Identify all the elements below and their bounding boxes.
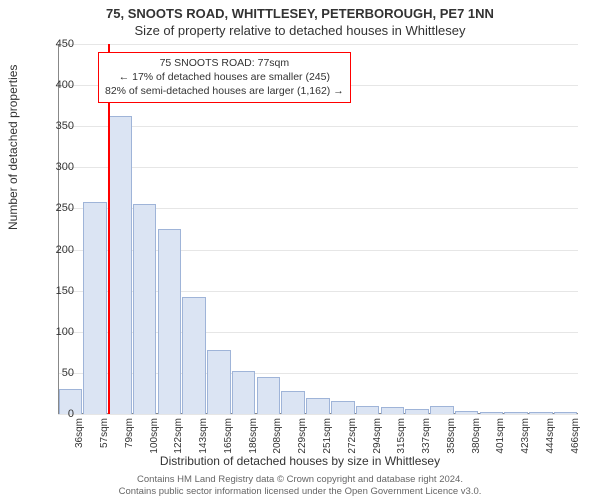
histogram-bar: [381, 407, 405, 414]
histogram-bar: [232, 371, 256, 414]
x-tick-label: 358sqm: [446, 418, 457, 454]
chart-plot-area: 75 SNOOTS ROAD: 77sqm← 17% of detached h…: [58, 44, 578, 414]
gridline: [58, 126, 578, 127]
y-tick-label: 300: [56, 161, 74, 173]
histogram-bar: [108, 116, 132, 414]
histogram-bar: [331, 401, 355, 414]
x-tick-label: 122sqm: [173, 418, 184, 454]
y-tick-label: 400: [56, 79, 74, 91]
gridline: [58, 44, 578, 45]
x-tick-label: 165sqm: [223, 418, 234, 454]
y-tick-label: 100: [56, 326, 74, 338]
y-tick-label: 250: [56, 202, 74, 214]
annotation-line2: ← 17% of detached houses are smaller (24…: [105, 70, 344, 84]
histogram-bar: [356, 406, 380, 414]
annotation-line1: 75 SNOOTS ROAD: 77sqm: [105, 56, 344, 70]
x-tick-label: 251sqm: [322, 418, 333, 454]
x-tick-label: 143sqm: [198, 418, 209, 454]
x-tick-label: 186sqm: [248, 418, 259, 454]
y-tick-label: 350: [56, 120, 74, 132]
x-tick-label: 444sqm: [545, 418, 556, 454]
histogram-bar: [182, 297, 206, 414]
x-tick-label: 100sqm: [149, 418, 160, 454]
histogram-bar: [405, 409, 429, 414]
y-tick-label: 450: [56, 38, 74, 50]
x-tick-label: 315sqm: [396, 418, 407, 454]
x-axis-label: Distribution of detached houses by size …: [0, 454, 600, 468]
x-tick-label: 272sqm: [347, 418, 358, 454]
title-line1: 75, SNOOTS ROAD, WHITTLESEY, PETERBOROUG…: [0, 0, 600, 21]
y-axis-line: [58, 44, 59, 414]
histogram-bar: [306, 398, 330, 414]
title-line2: Size of property relative to detached ho…: [0, 21, 600, 38]
x-tick-label: 401sqm: [495, 418, 506, 454]
x-tick-label: 380sqm: [471, 418, 482, 454]
histogram-bar: [455, 411, 479, 414]
histogram-bar: [430, 406, 454, 414]
y-tick-label: 200: [56, 244, 74, 256]
histogram-bar: [257, 377, 281, 414]
footer-line1: Contains HM Land Registry data © Crown c…: [0, 474, 600, 486]
histogram-bar: [504, 412, 528, 414]
x-tick-label: 466sqm: [570, 418, 581, 454]
x-tick-label: 79sqm: [124, 418, 135, 448]
x-tick-label: 423sqm: [520, 418, 531, 454]
y-tick-label: 150: [56, 285, 74, 297]
y-tick-label: 50: [62, 367, 74, 379]
histogram-bar: [529, 412, 553, 414]
footer-line2: Contains public sector information licen…: [0, 486, 600, 498]
histogram-bar: [133, 204, 157, 414]
x-tick-label: 337sqm: [421, 418, 432, 454]
histogram-bar: [480, 412, 504, 414]
x-tick-label: 229sqm: [297, 418, 308, 454]
histogram-bar: [158, 229, 182, 414]
histogram-bar: [207, 350, 231, 414]
histogram-bar: [554, 412, 578, 414]
histogram-bar: [281, 391, 305, 414]
histogram-bar: [83, 202, 107, 414]
y-axis-label: Number of detached properties: [6, 65, 20, 230]
x-tick-label: 294sqm: [372, 418, 383, 454]
annotation-line3: 82% of semi-detached houses are larger (…: [105, 84, 344, 98]
annotation-box: 75 SNOOTS ROAD: 77sqm← 17% of detached h…: [98, 52, 351, 103]
gridline: [58, 167, 578, 168]
x-tick-label: 208sqm: [272, 418, 283, 454]
x-tick-label: 36sqm: [74, 418, 85, 448]
gridline: [58, 414, 578, 415]
x-tick-label: 57sqm: [99, 418, 110, 448]
footer-attribution: Contains HM Land Registry data © Crown c…: [0, 474, 600, 498]
